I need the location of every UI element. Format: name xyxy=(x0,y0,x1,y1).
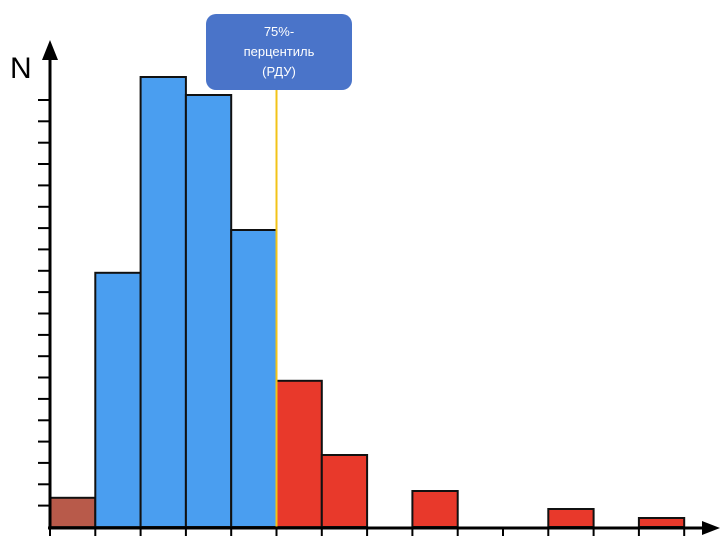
histogram-bar-4 xyxy=(184,94,233,528)
histogram-bar-7 xyxy=(320,454,369,528)
annotation-line-2: перцентиль xyxy=(243,44,315,59)
y-axis-arrow xyxy=(42,40,58,60)
annotation-line-3: (РДУ) xyxy=(262,64,296,79)
histogram-bar-14 xyxy=(637,517,686,528)
histogram-bar-3 xyxy=(139,76,187,528)
histogram-bar-5 xyxy=(230,229,278,528)
histogram-bar-1 xyxy=(49,496,97,529)
percentile-annotation: 75%- перцентиль (РДУ) xyxy=(206,14,352,90)
histogram-bar-12 xyxy=(547,508,595,528)
x-axis-arrow xyxy=(702,521,720,535)
y-axis-label: N xyxy=(10,52,32,85)
y-axis-ticks xyxy=(38,99,50,507)
histogram-bar-6 xyxy=(275,379,323,529)
annotation-line-1: 75%- xyxy=(263,24,295,39)
histogram-bars xyxy=(49,76,686,529)
histogram-bar-9 xyxy=(411,490,459,528)
histogram-bar-2 xyxy=(94,271,142,529)
